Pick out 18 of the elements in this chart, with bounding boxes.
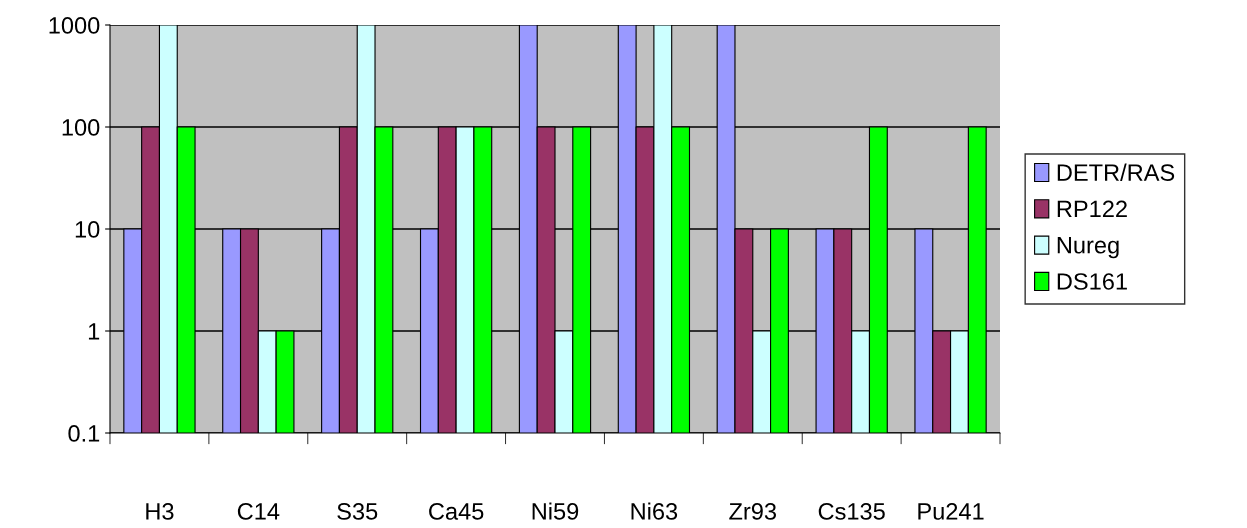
legend-label: RP122 (1057, 200, 1127, 218)
legend-label: Nureg (1057, 237, 1119, 259)
y-tick-label: 10 (75, 221, 100, 238)
x-tick-label: Cs135 (818, 503, 885, 520)
legend-label: DS161 (1057, 273, 1127, 290)
x-tick-label: S35 (337, 503, 378, 520)
x-tick-label: Ca45 (429, 503, 484, 520)
x-tick-label: Zr93 (729, 503, 777, 520)
y-tick-label: 100 (62, 119, 100, 136)
x-tick-label: Pu241 (918, 503, 984, 520)
y-tick-label: 0.1 (68, 425, 100, 442)
x-tick-label: Ni63 (631, 502, 678, 520)
y-tick-label: 1000 (49, 17, 100, 34)
y-tick-label: 1 (88, 323, 100, 340)
x-tick-label: H3 (146, 503, 174, 520)
x-tick-label: Ni59 (532, 502, 579, 520)
legend-label: DETR/RAS (1057, 163, 1175, 181)
x-tick-label: C14 (237, 503, 280, 520)
